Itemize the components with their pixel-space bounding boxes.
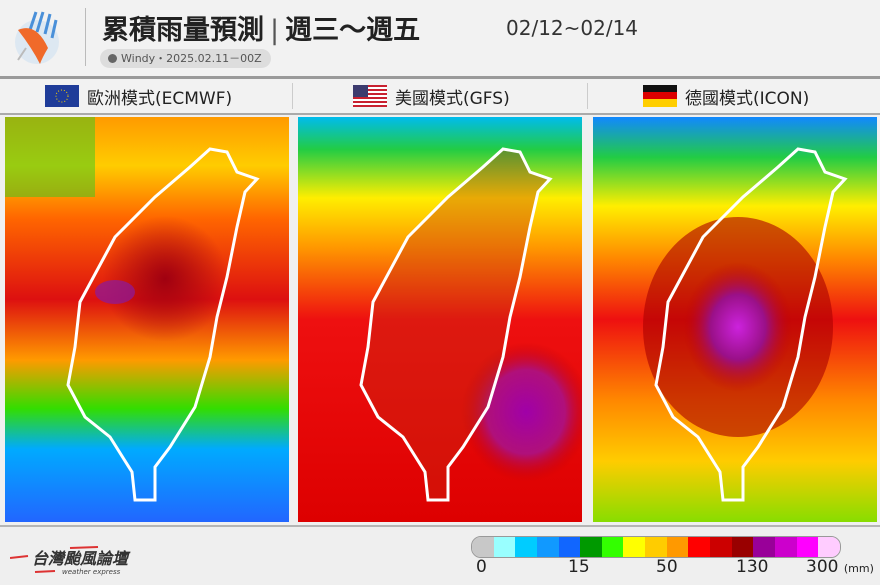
- clock-icon: [108, 54, 117, 63]
- title-text: 累積雨量預測: [102, 15, 264, 46]
- scale-swatch: [558, 537, 581, 557]
- scale-swatch: [493, 537, 516, 557]
- map-icon: [593, 117, 877, 522]
- svg-text:weather express: weather express: [62, 568, 121, 576]
- date-range: 02/12~02/14: [506, 16, 639, 40]
- model-gfs: 美國模式(GFS): [353, 79, 510, 113]
- scale-swatch: [731, 537, 754, 557]
- scale-swatch: [623, 537, 646, 557]
- scale-tick: 0: [476, 557, 487, 577]
- map-ecmwf: [5, 117, 289, 522]
- brand-logo: 台灣颱風論壇 weather express: [10, 546, 131, 576]
- germany-flag-icon: [643, 85, 677, 107]
- map-gfs: [298, 117, 582, 522]
- model-ecmwf: 歐洲模式(ECMWF): [45, 79, 232, 113]
- scale-swatch: [818, 537, 840, 557]
- scale-swatch: [536, 537, 559, 557]
- model-label: 美國模式(GFS): [395, 88, 510, 109]
- model-bar: 歐洲模式(ECMWF) 美國模式(GFS) 德國模式(ICON): [0, 79, 880, 115]
- page-title: 累積雨量預測 | 週三〜週五: [102, 15, 421, 46]
- period-text: 週三〜週五: [285, 15, 421, 46]
- source-badge: Windy・2025.02.11－00Z: [100, 49, 271, 68]
- scale-swatch: [774, 537, 797, 557]
- scale-tick: 130: [736, 557, 769, 577]
- scale-tick-max: 300 (mm): [806, 557, 874, 577]
- unit-label: (mm): [843, 562, 874, 575]
- scale-swatch: [601, 537, 624, 557]
- header: 累積雨量預測 | 週三〜週五 02/12~02/14 Windy・2025.02.1…: [0, 0, 880, 79]
- scale-swatch: [645, 537, 667, 557]
- scale-swatch: [710, 537, 732, 557]
- model-label: 歐洲模式(ECMWF): [87, 88, 233, 109]
- scale-swatch: [472, 537, 494, 557]
- scale-tick: 300: [806, 557, 839, 577]
- scale-swatch: [666, 537, 689, 557]
- source-text: Windy・2025.02.11－00Z: [121, 52, 262, 65]
- scale-swatch: [688, 537, 711, 557]
- scale-swatch: [580, 537, 602, 557]
- divider: [587, 83, 588, 109]
- umbrella-rain-icon: [15, 11, 59, 65]
- scale-swatch: [796, 537, 819, 557]
- scale-tick: 50: [656, 557, 678, 577]
- rainfall-color-scale: [471, 536, 841, 558]
- model-icon: 德國模式(ICON): [643, 79, 809, 113]
- divider: [85, 8, 86, 66]
- model-label: 德國模式(ICON): [685, 88, 810, 109]
- divider: [292, 83, 293, 109]
- eu-flag-icon: [45, 85, 79, 107]
- scale-swatch: [515, 537, 537, 557]
- scale-swatch: [753, 537, 775, 557]
- scale-tick: 15: [568, 557, 590, 577]
- svg-text:台灣颱風論壇: 台灣颱風論壇: [32, 549, 131, 568]
- us-flag-icon: [353, 85, 387, 107]
